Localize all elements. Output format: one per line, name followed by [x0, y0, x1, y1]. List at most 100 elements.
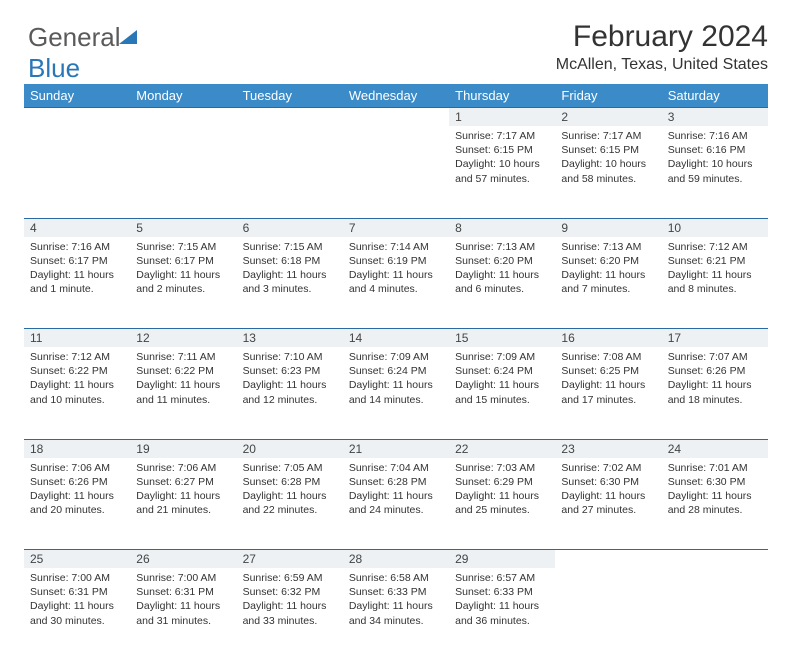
day-header: Sunday — [24, 84, 130, 108]
sunset-line: Sunset: 6:19 PM — [349, 254, 443, 268]
day-detail-cell: Sunrise: 7:06 AMSunset: 6:26 PMDaylight:… — [24, 458, 130, 550]
sunset-line: Sunset: 6:31 PM — [136, 585, 230, 599]
daylight-line: Daylight: 11 hours and 3 minutes. — [243, 268, 337, 296]
day-number-cell: 20 — [237, 439, 343, 458]
sunset-line: Sunset: 6:26 PM — [30, 475, 124, 489]
day-detail-cell — [237, 126, 343, 218]
sunset-line: Sunset: 6:27 PM — [136, 475, 230, 489]
sunset-line: Sunset: 6:16 PM — [668, 143, 762, 157]
day-number-cell: 11 — [24, 329, 130, 348]
sunset-line: Sunset: 6:29 PM — [455, 475, 549, 489]
day-detail-cell: Sunrise: 7:07 AMSunset: 6:26 PMDaylight:… — [662, 347, 768, 439]
sunrise-line: Sunrise: 7:08 AM — [561, 350, 655, 364]
sunrise-line: Sunrise: 7:00 AM — [30, 571, 124, 585]
day-detail-cell: Sunrise: 7:12 AMSunset: 6:22 PMDaylight:… — [24, 347, 130, 439]
day-number-cell: 12 — [130, 329, 236, 348]
logo: General Blue — [28, 22, 137, 84]
day-number-cell: 28 — [343, 550, 449, 569]
day-detail-cell: Sunrise: 7:12 AMSunset: 6:21 PMDaylight:… — [662, 237, 768, 329]
daylight-line: Daylight: 11 hours and 31 minutes. — [136, 599, 230, 627]
day-number-row: 123 — [24, 108, 768, 127]
sunset-line: Sunset: 6:30 PM — [668, 475, 762, 489]
sunrise-line: Sunrise: 7:16 AM — [668, 129, 762, 143]
day-number-cell: 1 — [449, 108, 555, 127]
day-number-cell: 4 — [24, 218, 130, 237]
day-detail-cell: Sunrise: 7:00 AMSunset: 6:31 PMDaylight:… — [130, 568, 236, 660]
day-detail-cell: Sunrise: 7:15 AMSunset: 6:17 PMDaylight:… — [130, 237, 236, 329]
sunset-line: Sunset: 6:26 PM — [668, 364, 762, 378]
sunset-line: Sunset: 6:20 PM — [561, 254, 655, 268]
daylight-line: Daylight: 11 hours and 25 minutes. — [455, 489, 549, 517]
sunset-line: Sunset: 6:32 PM — [243, 585, 337, 599]
sunset-line: Sunset: 6:30 PM — [561, 475, 655, 489]
day-detail-cell — [24, 126, 130, 218]
daylight-line: Daylight: 11 hours and 15 minutes. — [455, 378, 549, 406]
day-number-cell — [24, 108, 130, 127]
day-detail-cell: Sunrise: 7:15 AMSunset: 6:18 PMDaylight:… — [237, 237, 343, 329]
daylight-line: Daylight: 11 hours and 20 minutes. — [30, 489, 124, 517]
day-detail-cell: Sunrise: 7:08 AMSunset: 6:25 PMDaylight:… — [555, 347, 661, 439]
day-number-cell: 16 — [555, 329, 661, 348]
sunset-line: Sunset: 6:28 PM — [243, 475, 337, 489]
day-number-cell: 5 — [130, 218, 236, 237]
day-header: Monday — [130, 84, 236, 108]
day-number-cell: 29 — [449, 550, 555, 569]
day-detail-cell: Sunrise: 7:09 AMSunset: 6:24 PMDaylight:… — [449, 347, 555, 439]
daylight-line: Daylight: 11 hours and 22 minutes. — [243, 489, 337, 517]
day-detail-cell: Sunrise: 7:06 AMSunset: 6:27 PMDaylight:… — [130, 458, 236, 550]
daylight-line: Daylight: 11 hours and 14 minutes. — [349, 378, 443, 406]
day-detail-cell: Sunrise: 7:11 AMSunset: 6:22 PMDaylight:… — [130, 347, 236, 439]
day-number-cell: 15 — [449, 329, 555, 348]
day-number-cell: 6 — [237, 218, 343, 237]
day-detail-cell: Sunrise: 7:01 AMSunset: 6:30 PMDaylight:… — [662, 458, 768, 550]
sunrise-line: Sunrise: 7:11 AM — [136, 350, 230, 364]
sunrise-line: Sunrise: 7:00 AM — [136, 571, 230, 585]
day-number-cell: 19 — [130, 439, 236, 458]
daylight-line: Daylight: 11 hours and 28 minutes. — [668, 489, 762, 517]
sunrise-line: Sunrise: 7:12 AM — [668, 240, 762, 254]
sunset-line: Sunset: 6:33 PM — [455, 585, 549, 599]
sunrise-line: Sunrise: 7:13 AM — [561, 240, 655, 254]
sunset-line: Sunset: 6:31 PM — [30, 585, 124, 599]
sunset-line: Sunset: 6:20 PM — [455, 254, 549, 268]
day-detail-cell — [555, 568, 661, 660]
day-number-row: 2526272829 — [24, 550, 768, 569]
day-number-cell — [662, 550, 768, 569]
sunset-line: Sunset: 6:24 PM — [349, 364, 443, 378]
sunset-line: Sunset: 6:17 PM — [30, 254, 124, 268]
day-detail-cell: Sunrise: 7:04 AMSunset: 6:28 PMDaylight:… — [343, 458, 449, 550]
day-number-cell: 22 — [449, 439, 555, 458]
sunset-line: Sunset: 6:17 PM — [136, 254, 230, 268]
sunrise-line: Sunrise: 7:10 AM — [243, 350, 337, 364]
sunset-line: Sunset: 6:22 PM — [136, 364, 230, 378]
sunset-line: Sunset: 6:33 PM — [349, 585, 443, 599]
day-detail-cell: Sunrise: 7:16 AMSunset: 6:16 PMDaylight:… — [662, 126, 768, 218]
daylight-line: Daylight: 10 hours and 59 minutes. — [668, 157, 762, 185]
sunrise-line: Sunrise: 7:09 AM — [455, 350, 549, 364]
sunset-line: Sunset: 6:21 PM — [668, 254, 762, 268]
sunrise-line: Sunrise: 7:06 AM — [30, 461, 124, 475]
day-number-cell — [237, 108, 343, 127]
day-number-cell: 17 — [662, 329, 768, 348]
sunset-line: Sunset: 6:28 PM — [349, 475, 443, 489]
sunrise-line: Sunrise: 7:09 AM — [349, 350, 443, 364]
day-header: Thursday — [449, 84, 555, 108]
daylight-line: Daylight: 11 hours and 12 minutes. — [243, 378, 337, 406]
day-number-cell: 9 — [555, 218, 661, 237]
sunset-line: Sunset: 6:25 PM — [561, 364, 655, 378]
day-detail-cell: Sunrise: 7:09 AMSunset: 6:24 PMDaylight:… — [343, 347, 449, 439]
day-number-cell: 13 — [237, 329, 343, 348]
day-number-row: 45678910 — [24, 218, 768, 237]
day-number-cell: 24 — [662, 439, 768, 458]
daylight-line: Daylight: 11 hours and 30 minutes. — [30, 599, 124, 627]
sunrise-line: Sunrise: 7:15 AM — [136, 240, 230, 254]
day-header-row: SundayMondayTuesdayWednesdayThursdayFrid… — [24, 84, 768, 108]
logo-word2: Blue — [28, 53, 80, 83]
daylight-line: Daylight: 11 hours and 27 minutes. — [561, 489, 655, 517]
daylight-line: Daylight: 11 hours and 6 minutes. — [455, 268, 549, 296]
day-number-cell — [130, 108, 236, 127]
sunrise-line: Sunrise: 7:06 AM — [136, 461, 230, 475]
daylight-line: Daylight: 11 hours and 8 minutes. — [668, 268, 762, 296]
day-number-cell: 18 — [24, 439, 130, 458]
sunrise-line: Sunrise: 7:04 AM — [349, 461, 443, 475]
